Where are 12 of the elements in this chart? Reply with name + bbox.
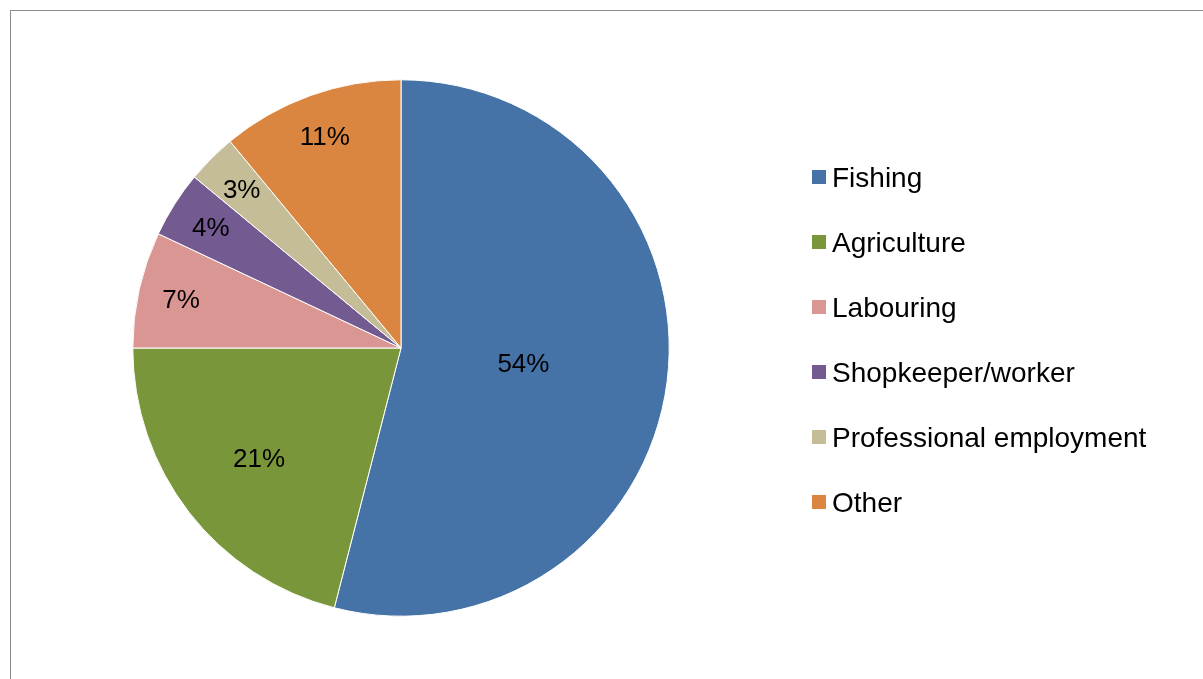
data-label: 21%	[232, 443, 286, 474]
legend-label: Fishing	[832, 161, 923, 193]
data-label: 4%	[191, 212, 230, 243]
data-label: 11%	[299, 121, 350, 152]
legend-label: Labouring	[832, 291, 957, 323]
legend-label: Professional employment	[832, 421, 1147, 453]
legend-label: Shopkeeper/worker	[832, 356, 1075, 388]
data-label: 54%	[497, 348, 550, 379]
legend-label: Other	[832, 486, 903, 518]
data-label: 7%	[162, 283, 200, 314]
legend-label: Agriculture	[832, 226, 966, 258]
data-label: 3%	[222, 173, 261, 204]
